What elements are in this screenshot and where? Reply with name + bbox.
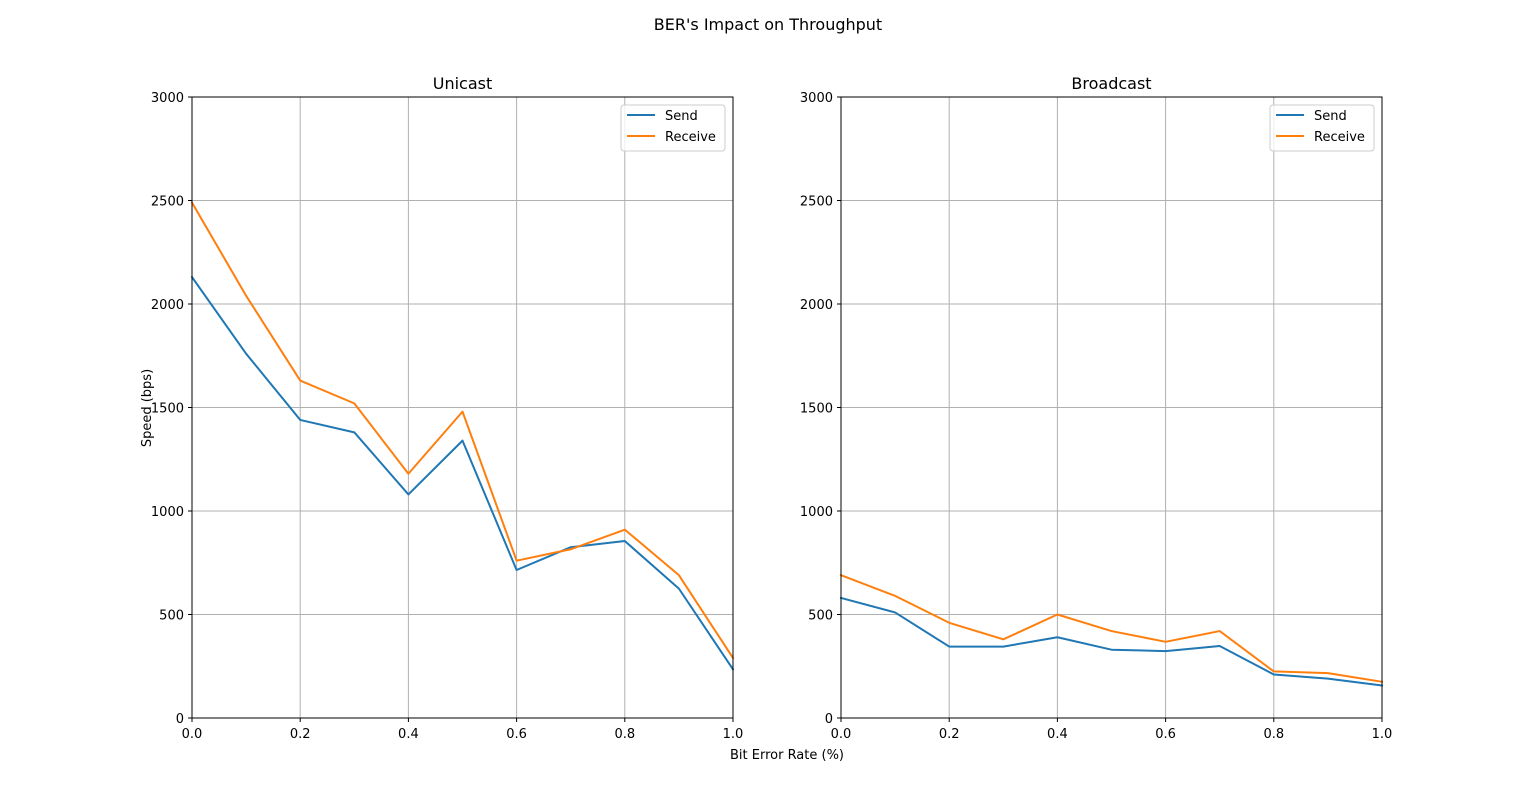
broadcast-x-tick-label: 0.4 bbox=[1047, 727, 1068, 742]
unicast-legend-label-send: Send bbox=[665, 109, 698, 124]
figure-title: BER's Impact on Throughput bbox=[654, 15, 882, 34]
unicast-y-tick-label: 1500 bbox=[151, 402, 184, 417]
unicast-x-tick-label: 0.6 bbox=[506, 727, 527, 742]
unicast-y-tick-label: 2000 bbox=[151, 298, 184, 313]
unicast-panel-title: Unicast bbox=[433, 74, 493, 93]
broadcast-x-tick-label: 0.2 bbox=[939, 727, 960, 742]
unicast-legend: Send Receive bbox=[620, 104, 726, 152]
unicast-series-send-line bbox=[190, 275, 735, 671]
broadcast-panel-title: Broadcast bbox=[1071, 74, 1151, 93]
broadcast-y-tick-label: 1500 bbox=[800, 402, 833, 417]
unicast-y-tick-label: 3000 bbox=[151, 91, 184, 106]
broadcast-y-tick-label: 0 bbox=[825, 712, 833, 727]
unicast-series-receive-line bbox=[190, 201, 735, 660]
unicast-y-tick-label: 500 bbox=[159, 609, 184, 624]
broadcast-x-tick-label: 0.0 bbox=[831, 727, 852, 742]
broadcast-y-tick-label: 3000 bbox=[800, 91, 833, 106]
broadcast-y-tick-label: 2000 bbox=[800, 298, 833, 313]
broadcast-x-tick-label: 0.8 bbox=[1263, 727, 1284, 742]
unicast-legend-label-receive: Receive bbox=[665, 130, 716, 145]
unicast-y-tick-label: 0 bbox=[176, 712, 184, 727]
figure-x-axis-label: Bit Error Rate (%) bbox=[730, 748, 844, 763]
unicast-panel: 0.0 0.2 0.4 0.6 0.8 1.0 0 500 1000 1500 2000 2500 30… bbox=[151, 74, 743, 742]
broadcast-series-send-line bbox=[839, 596, 1384, 687]
figure-y-axis-label: Speed (bps) bbox=[140, 369, 155, 447]
unicast-y-tick-label: 2500 bbox=[151, 195, 184, 210]
broadcast-x-tick-label: 0.6 bbox=[1155, 727, 1176, 742]
broadcast-panel: 0.0 0.2 0.4 0.6 0.8 1.0 0 500 1000 1500 2000 2500 30… bbox=[800, 74, 1392, 742]
broadcast-legend-label-send: Send bbox=[1314, 109, 1347, 124]
broadcast-x-tick-label: 1.0 bbox=[1372, 727, 1393, 742]
unicast-legend-box bbox=[620, 104, 726, 152]
broadcast-series-receive-line bbox=[839, 573, 1384, 683]
broadcast-y-tick-label: 2500 bbox=[800, 195, 833, 210]
broadcast-legend-label-receive: Receive bbox=[1314, 130, 1365, 145]
broadcast-legend: Send Receive bbox=[1269, 104, 1375, 152]
unicast-y-tick-label: 1000 bbox=[151, 505, 184, 520]
broadcast-y-tick-label: 500 bbox=[808, 609, 833, 624]
unicast-x-tick-label: 0.2 bbox=[290, 727, 311, 742]
unicast-x-tick-label: 0.0 bbox=[182, 727, 203, 742]
broadcast-legend-box bbox=[1269, 104, 1375, 152]
unicast-x-tick-label: 1.0 bbox=[723, 727, 744, 742]
unicast-x-tick-label: 0.4 bbox=[398, 727, 419, 742]
unicast-x-tick-label: 0.8 bbox=[614, 727, 635, 742]
broadcast-y-tick-label: 1000 bbox=[800, 505, 833, 520]
